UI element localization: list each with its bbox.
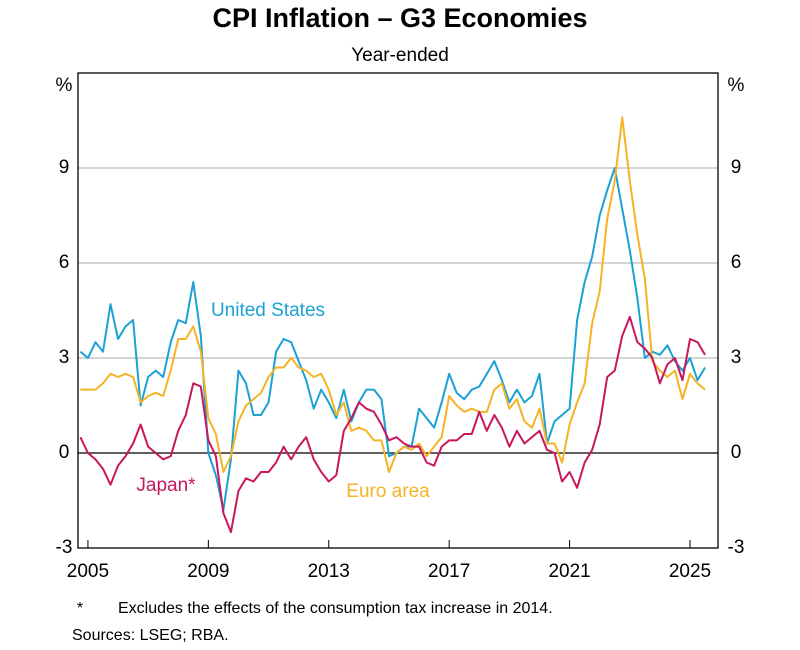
x-tick-label: 2025: [669, 561, 711, 582]
y-tick-label: 6: [59, 252, 70, 273]
series-label: Euro area: [346, 481, 430, 502]
sources: Sources: LSEG; RBA.: [72, 627, 229, 644]
y2-tick-label: 0: [731, 442, 742, 463]
y-tick-label: 3: [59, 347, 70, 368]
y2-unit: %: [728, 75, 745, 96]
footnote-marker: *: [77, 600, 83, 617]
x-tick-label: 2017: [428, 561, 470, 582]
series-label: United States: [211, 300, 325, 321]
x-tick-label: 2009: [187, 561, 229, 582]
y-tick-label: 0: [59, 442, 70, 463]
series-line: [79, 167, 706, 511]
plot-frame: [77, 72, 719, 549]
footnote: Excludes the effects of the consumption …: [118, 600, 553, 617]
y2-tick-label: -3: [728, 537, 745, 558]
y2-tick-label: 3: [731, 347, 742, 368]
series-label: Japan*: [136, 475, 196, 496]
chart-title: CPI Inflation – G3 Economies: [212, 3, 587, 33]
series-line: [79, 315, 706, 534]
x-tick-label: 2005: [67, 561, 109, 582]
x-tick-label: 2013: [308, 561, 350, 582]
y-unit: %: [56, 75, 73, 96]
x-tick-label: 2021: [548, 561, 590, 582]
series-line: [80, 116, 706, 473]
y2-tick-label: 6: [731, 252, 742, 273]
y2-tick-label: 9: [731, 157, 742, 178]
chart-subtitle: Year-ended: [351, 45, 449, 66]
y-tick-label: -3: [56, 537, 73, 558]
y-tick-label: 9: [59, 157, 70, 178]
